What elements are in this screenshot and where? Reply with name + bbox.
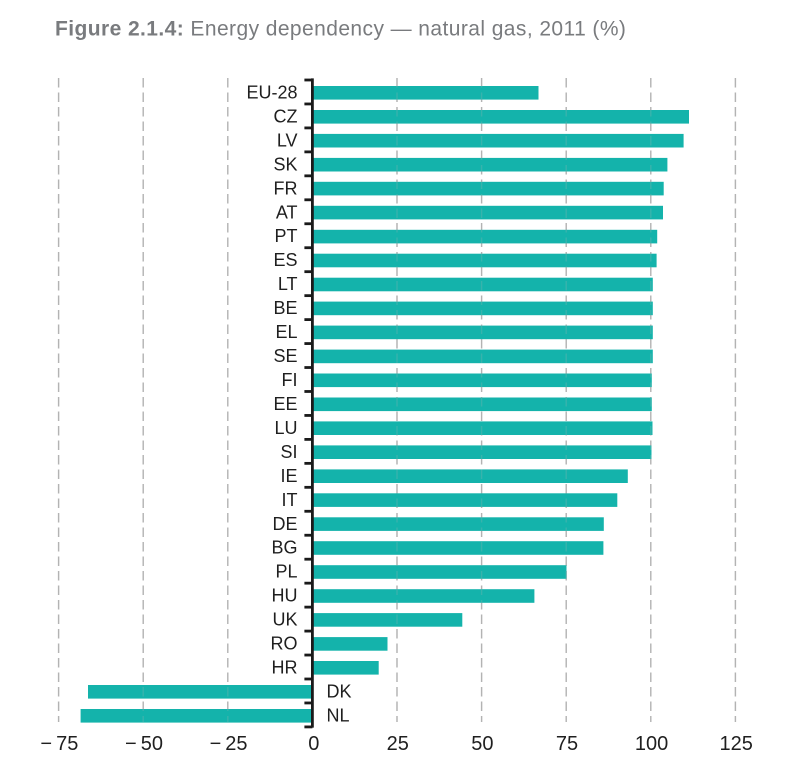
- svg-text:UK: UK: [272, 610, 297, 630]
- svg-text:ES: ES: [273, 250, 297, 270]
- svg-text:NL: NL: [327, 705, 350, 725]
- svg-text:IE: IE: [280, 466, 297, 486]
- svg-text:AT: AT: [276, 202, 298, 222]
- svg-text:− 50: − 50: [125, 733, 163, 755]
- svg-text:LT: LT: [278, 274, 298, 294]
- svg-text:− 75: − 75: [40, 733, 78, 755]
- svg-text:RO: RO: [271, 634, 298, 654]
- svg-text:SE: SE: [273, 346, 297, 366]
- svg-text:− 25: − 25: [210, 733, 248, 755]
- svg-text:25: 25: [387, 733, 409, 755]
- svg-text:PT: PT: [274, 226, 297, 246]
- svg-text:IT: IT: [282, 490, 298, 510]
- svg-text:LV: LV: [277, 130, 298, 150]
- svg-text:BE: BE: [273, 298, 297, 318]
- svg-text:75: 75: [556, 733, 578, 755]
- svg-text:DE: DE: [272, 514, 297, 534]
- svg-text:125: 125: [720, 733, 753, 755]
- svg-text:PL: PL: [275, 562, 297, 582]
- svg-text:100: 100: [635, 733, 668, 755]
- svg-text:EL: EL: [275, 322, 297, 342]
- svg-text:EU-28: EU-28: [246, 83, 297, 103]
- svg-text:CZ: CZ: [274, 106, 298, 126]
- svg-text:LU: LU: [274, 418, 297, 438]
- svg-text:0: 0: [308, 733, 319, 755]
- svg-text:SK: SK: [273, 154, 297, 174]
- svg-text:Figure 2.1.4: Energy dependenc: Figure 2.1.4: Energy dependency — natura…: [55, 18, 626, 41]
- svg-text:50: 50: [471, 733, 493, 755]
- svg-text:BG: BG: [271, 538, 297, 558]
- svg-text:SI: SI: [280, 442, 297, 462]
- svg-text:FR: FR: [274, 178, 298, 198]
- svg-text:HR: HR: [272, 658, 298, 678]
- svg-text:HU: HU: [272, 586, 298, 606]
- svg-text:EE: EE: [273, 394, 297, 414]
- svg-text:DK: DK: [327, 682, 352, 702]
- svg-text:FI: FI: [282, 370, 298, 390]
